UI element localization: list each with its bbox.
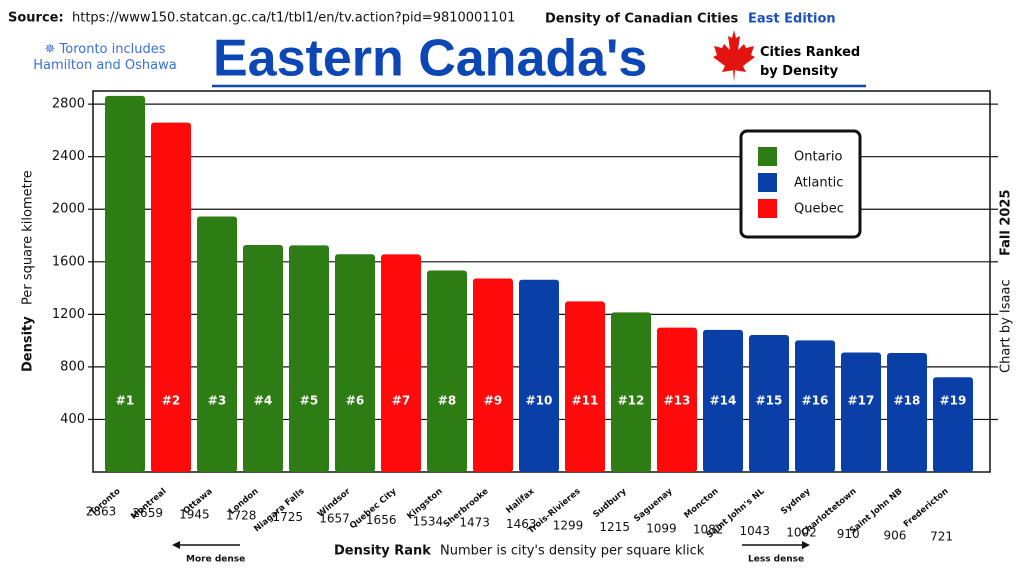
edition: East Edition — [748, 12, 836, 27]
x-sublabel: Number is city's density per square klic… — [440, 544, 705, 559]
subtitle-box: Cities Ranked by Density — [760, 45, 861, 79]
value-label: 1043 — [740, 524, 771, 538]
value-label: 906 — [883, 528, 906, 542]
legend-label: Ontario — [794, 150, 842, 165]
more-arrowhead — [172, 541, 180, 549]
rank-label: #17 — [848, 394, 875, 408]
chart-title: Eastern Canada's — [213, 30, 647, 88]
value-label: 2659 — [132, 506, 163, 520]
x-tick-label: Halifax — [504, 486, 537, 516]
rank-label: #3 — [208, 394, 226, 408]
bar — [795, 340, 835, 472]
value-label: 1082 — [693, 523, 724, 537]
value-label: 721 — [930, 530, 953, 544]
bar — [841, 352, 881, 472]
rank-label: #12 — [618, 394, 645, 408]
legend-swatch — [758, 199, 777, 218]
y-tick-label: 2000 — [52, 202, 85, 217]
bar — [657, 327, 697, 472]
value-label: 2863 — [86, 505, 117, 519]
rank-label: #16 — [802, 394, 829, 408]
bar — [887, 352, 927, 472]
rank-label: #18 — [894, 394, 921, 408]
value-label: 1299 — [553, 519, 584, 533]
value-label: 1656 — [366, 513, 397, 527]
value-label: 1473 — [459, 516, 490, 530]
y-tick-label: 800 — [60, 359, 85, 374]
rank-label: #10 — [526, 394, 553, 408]
bar — [243, 244, 283, 472]
x-tick-label: Fredericton — [902, 487, 951, 530]
y-tick-label: 2400 — [52, 149, 85, 164]
rank-label: #14 — [710, 394, 737, 408]
rank-label: #15 — [756, 394, 783, 408]
legend-label: Quebec — [794, 202, 844, 217]
rank-label: #5 — [300, 394, 318, 408]
y-sublabel: Per square kilometre — [21, 170, 36, 305]
y-tick-label: 400 — [60, 412, 85, 427]
value-label: 1215 — [599, 520, 630, 534]
bar — [703, 329, 743, 472]
value-label: 1463 — [506, 517, 537, 531]
rank-label: #4 — [254, 394, 272, 408]
y-tick-label: 2800 — [52, 97, 85, 112]
less-arrowhead — [802, 541, 810, 549]
season: Fall 2025 — [999, 189, 1014, 256]
y-label: Density — [21, 316, 36, 372]
x-tick-label: Sudbury — [591, 486, 629, 520]
y-tick-label: 1200 — [52, 307, 85, 322]
x-label: Density Rank — [334, 544, 431, 559]
bar — [427, 270, 467, 472]
legend-label: Atlantic — [794, 176, 843, 191]
value-label: 1534 — [413, 514, 444, 528]
bar — [611, 312, 651, 472]
rank-label: #8 — [438, 394, 456, 408]
rank-label: #1 — [116, 394, 134, 408]
bar — [335, 254, 375, 472]
value-label: 1657 — [319, 512, 350, 526]
rank-label: #6 — [346, 394, 364, 408]
maple-leaf — [713, 30, 755, 82]
less-dense: Less dense — [748, 555, 804, 565]
note-box: ✵ Toronto includes Hamilton and Oshawa — [33, 42, 177, 73]
bar — [381, 254, 421, 472]
value-label: 910 — [837, 527, 860, 541]
rank-label: #19 — [940, 394, 967, 408]
bar — [933, 377, 973, 472]
bar — [565, 301, 605, 472]
rank-label: #9 — [484, 394, 502, 408]
source-url: https://www150.statcan.gc.ca/t1/tbl1/en/… — [72, 11, 515, 26]
rank-label: #2 — [162, 394, 180, 408]
value-label: 1945 — [179, 507, 210, 521]
header-title: Density of Canadian Cities — [545, 12, 739, 27]
value-label: 1002 — [786, 526, 817, 540]
subtitle: Cities Ranked by Density — [760, 45, 861, 79]
x-tick-label: Moncton — [682, 487, 720, 521]
more-dense: More dense — [186, 555, 245, 565]
x-tick-label: Saguenay — [632, 486, 675, 524]
value-label: 1725 — [273, 510, 304, 524]
x-tick-label: Sydney — [779, 486, 813, 517]
legend-swatch — [758, 147, 777, 166]
value-label: 1099 — [646, 521, 677, 535]
rank-label: #11 — [572, 394, 599, 408]
rank-label: #13 — [664, 394, 691, 408]
source-label: Source: — [8, 11, 64, 26]
value-label: 1728 — [226, 509, 257, 523]
rank-label: #7 — [392, 394, 410, 408]
bar — [105, 95, 145, 473]
bar — [519, 279, 559, 472]
note: ✵ Toronto includes Hamilton and Oshawa — [33, 42, 177, 73]
bar — [289, 245, 329, 472]
legend-swatch — [758, 173, 777, 192]
bar — [749, 334, 789, 472]
bar — [197, 216, 237, 472]
bar — [151, 122, 191, 472]
bar — [473, 278, 513, 472]
y-tick-label: 1600 — [52, 254, 85, 269]
credit: Chart by Isaac — [999, 279, 1014, 373]
